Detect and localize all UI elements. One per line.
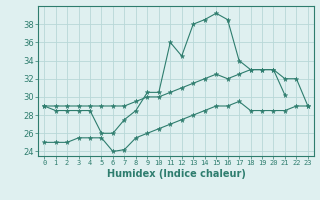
X-axis label: Humidex (Indice chaleur): Humidex (Indice chaleur) <box>107 169 245 179</box>
